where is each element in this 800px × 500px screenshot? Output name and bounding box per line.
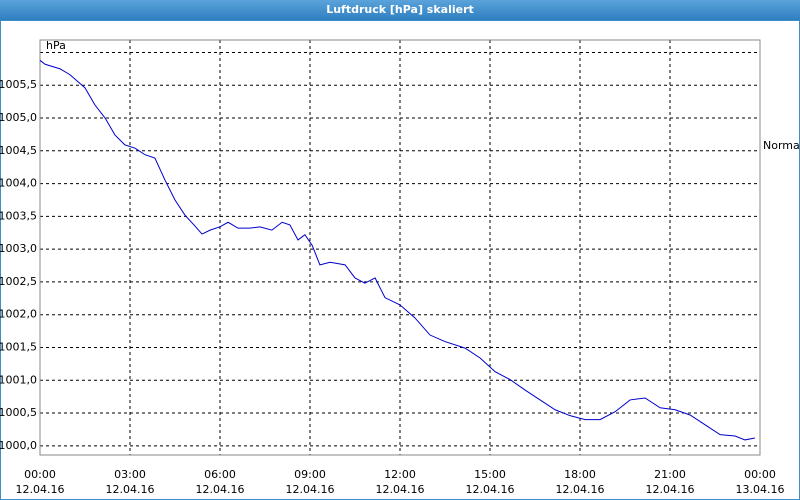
x-tick-date: 12.04.16 — [106, 483, 155, 496]
y-tick-label: 1002,0 — [0, 308, 37, 321]
x-tick-date: 12.04.16 — [16, 483, 65, 496]
x-tick-label: 00:00 — [24, 468, 56, 481]
y-tick-label: 1000,0 — [0, 439, 37, 452]
window-title: Luftdruck [hPa] skaliert — [326, 3, 474, 16]
y-tick-label: 1001,5 — [0, 340, 37, 353]
x-tick-label: 18:00 — [564, 468, 596, 481]
y-tick-label: 1004,0 — [0, 177, 37, 190]
y-tick-label: 1004,5 — [0, 144, 37, 157]
x-tick-label: 06:00 — [204, 468, 236, 481]
x-tick-label: 21:00 — [654, 468, 686, 481]
plot-frame — [39, 39, 761, 456]
x-tick-label: 15:00 — [474, 468, 506, 481]
x-tick-date: 12.04.16 — [286, 483, 335, 496]
x-tick-date: 12.04.16 — [556, 483, 605, 496]
y-unit: hPa — [46, 39, 66, 52]
y-tick-label: 1005,0 — [0, 111, 37, 124]
y-tick-label: 1003,0 — [0, 242, 37, 255]
x-tick-label: 09:00 — [294, 468, 326, 481]
x-tick-date: 13.04.16 — [736, 483, 785, 496]
y-tick-label: 1005,5 — [0, 78, 37, 91]
y-tick-label: 1003,5 — [0, 209, 37, 222]
y-tick-label: 1001,0 — [0, 373, 37, 386]
y-tick-label: 1000,5 — [0, 406, 37, 419]
y-tick-label: 1002,5 — [0, 275, 37, 288]
line — [39, 59, 755, 441]
x-tick-label: 00:00 — [744, 468, 776, 481]
x-tick-date: 12.04.16 — [466, 483, 515, 496]
x-tick-label: 12:00 — [384, 468, 416, 481]
title-bar — [0, 0, 800, 20]
x-tick-date: 12.04.16 — [196, 483, 245, 496]
x-tick-date: 12.04.16 — [376, 483, 425, 496]
x-tick-date: 12.04.16 — [646, 483, 695, 496]
x-tick-label: 03:00 — [114, 468, 146, 481]
annotation: Normal — [763, 139, 800, 152]
